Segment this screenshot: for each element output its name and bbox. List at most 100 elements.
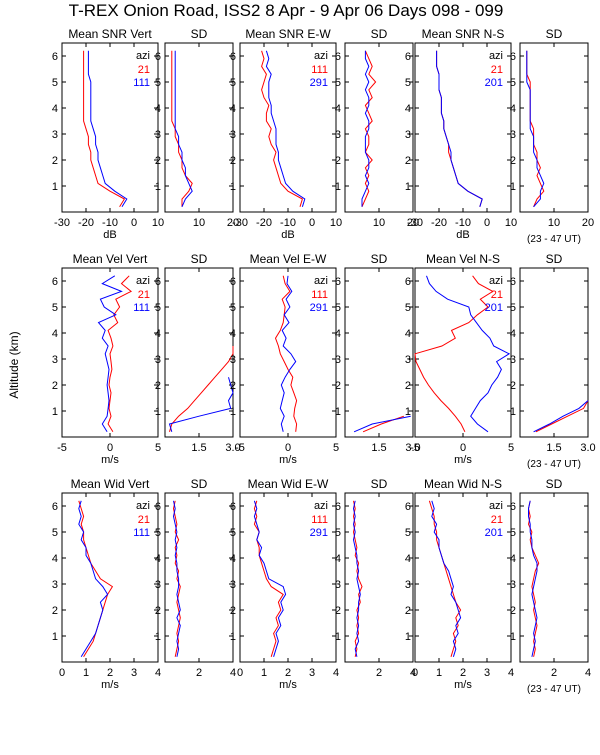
x-tick-label: -30 xyxy=(407,217,423,229)
y-tick-label: 6 xyxy=(510,501,516,513)
y-tick-label: 1 xyxy=(155,406,161,418)
x-tick-label: 20 xyxy=(582,217,594,229)
legend-entry-blue: 111 xyxy=(133,77,150,89)
y-tick-label: 6 xyxy=(405,276,411,288)
y-tick-label: 4 xyxy=(405,553,411,565)
y-tick-label: 6 xyxy=(52,51,58,63)
y-tick-label: 3 xyxy=(52,354,58,366)
y-tick-label: 4 xyxy=(335,553,341,565)
x-tick-label: -20 xyxy=(78,217,94,229)
y-tick-label: 4 xyxy=(335,103,341,115)
y-tick-label: 5 xyxy=(230,527,236,539)
panel-wid-1: SD 1 2 3 4 5 6 2 4 xyxy=(155,477,236,679)
y-tick-label: 5 xyxy=(335,527,341,539)
panel-title: Mean Wid E-W xyxy=(248,477,329,491)
y-tick-label: 4 xyxy=(230,553,236,565)
panel-title: Mean Wid N-S xyxy=(424,477,502,491)
legend-entry-red: 21 xyxy=(491,514,503,526)
panel-vel-1: SD 1 2 3 4 5 6 1.5 3.0 xyxy=(155,252,241,454)
x-tick-label: 2 xyxy=(196,667,202,679)
panel-title: Mean Wid Vert xyxy=(71,477,150,491)
panel-frame xyxy=(164,267,234,438)
legend-entry-blue: 201 xyxy=(485,77,503,89)
y-tick-label: 6 xyxy=(335,501,341,513)
legend-header: azi xyxy=(489,275,503,287)
y-tick-label: 2 xyxy=(52,155,58,167)
y-tick-label: 6 xyxy=(405,51,411,63)
x-axis-label: m/s xyxy=(454,679,472,691)
legend-entry-blue: 201 xyxy=(485,302,503,314)
legend-header: azi xyxy=(314,500,328,512)
series-line-201 xyxy=(426,275,511,433)
series-line-111 xyxy=(168,377,234,432)
time-note: (23 - 47 UT) xyxy=(527,234,581,245)
y-tick-label: 1 xyxy=(405,406,411,418)
x-tick-label: 5 xyxy=(508,442,514,454)
y-tick-label: 3 xyxy=(155,354,161,366)
panel-frame xyxy=(344,267,414,438)
y-tick-label: 5 xyxy=(335,302,341,314)
y-tick-label: 4 xyxy=(405,103,411,115)
y-tick-label: 1 xyxy=(335,631,341,643)
x-tick-label: 1 xyxy=(261,667,267,679)
panel-wid-3: SD 1 2 3 4 5 6 2 4 xyxy=(335,477,416,679)
panel-snr-3: SD 1 2 3 4 5 6 10 20 xyxy=(335,27,419,229)
y-tick-label: 1 xyxy=(52,631,58,643)
x-tick-label: -30 xyxy=(54,217,70,229)
x-tick-label: 10 xyxy=(330,217,342,229)
x-tick-label: -10 xyxy=(280,217,296,229)
x-tick-label: 4 xyxy=(230,667,236,679)
x-tick-label: 0 xyxy=(460,442,466,454)
series-line-111 xyxy=(87,50,128,208)
panel-title: SD xyxy=(371,477,388,491)
panel-title: Mean SNR Vert xyxy=(68,27,152,41)
panel-title: Mean Vel Vert xyxy=(73,252,148,266)
y-tick-label: 5 xyxy=(405,302,411,314)
y-tick-label: 2 xyxy=(230,380,236,392)
y-tick-label: 2 xyxy=(335,155,341,167)
y-tick-label: 4 xyxy=(510,328,516,340)
x-tick-label: -5 xyxy=(235,442,245,454)
series-line-291 xyxy=(361,50,370,207)
y-tick-label: 2 xyxy=(405,380,411,392)
y-tick-label: 5 xyxy=(405,527,411,539)
series-line-21 xyxy=(414,275,494,433)
y-tick-label: 4 xyxy=(405,328,411,340)
series-line-21 xyxy=(526,50,545,207)
y-tick-label: 1 xyxy=(405,631,411,643)
y-tick-label: 5 xyxy=(52,302,58,314)
y-tick-label: 3 xyxy=(405,129,411,141)
y-tick-label: 4 xyxy=(52,103,58,115)
y-tick-label: 6 xyxy=(155,501,161,513)
x-tick-label: 3 xyxy=(131,667,137,679)
legend-entry-blue: 291 xyxy=(310,302,328,314)
y-tick-label: 5 xyxy=(155,527,161,539)
y-tick-label: 4 xyxy=(155,553,161,565)
x-tick-label: 3.0 xyxy=(405,442,420,454)
panel-title: SD xyxy=(191,252,208,266)
y-tick-label: 2 xyxy=(155,155,161,167)
y-tick-label: 2 xyxy=(230,155,236,167)
y-tick-label: 4 xyxy=(155,328,161,340)
y-tick-label: 4 xyxy=(230,328,236,340)
panel-title: SD xyxy=(191,27,208,41)
y-tick-label: 6 xyxy=(335,51,341,63)
x-tick-label: 0 xyxy=(309,217,315,229)
series-line-111 xyxy=(361,50,377,207)
y-tick-label: 4 xyxy=(52,328,58,340)
y-tick-label: 3 xyxy=(155,579,161,591)
panel-title: Mean Vel E-W xyxy=(250,252,327,266)
y-tick-label: 4 xyxy=(155,103,161,115)
legend-entry-red: 21 xyxy=(138,289,150,301)
y-tick-label: 6 xyxy=(405,501,411,513)
series-line-111 xyxy=(78,500,109,658)
panel-wid-5: SD 1 2 3 4 5 6 2 4 (23 - 47 UT) xyxy=(510,477,591,695)
x-tick-label: 4 xyxy=(333,667,339,679)
y-tick-label: 6 xyxy=(155,276,161,288)
y-tick-label: 6 xyxy=(510,51,516,63)
panel-title: Mean SNR N-S xyxy=(422,27,505,41)
series-line-291 xyxy=(253,500,287,657)
x-tick-label: 2 xyxy=(285,667,291,679)
legend-entry-red: 21 xyxy=(138,514,150,526)
